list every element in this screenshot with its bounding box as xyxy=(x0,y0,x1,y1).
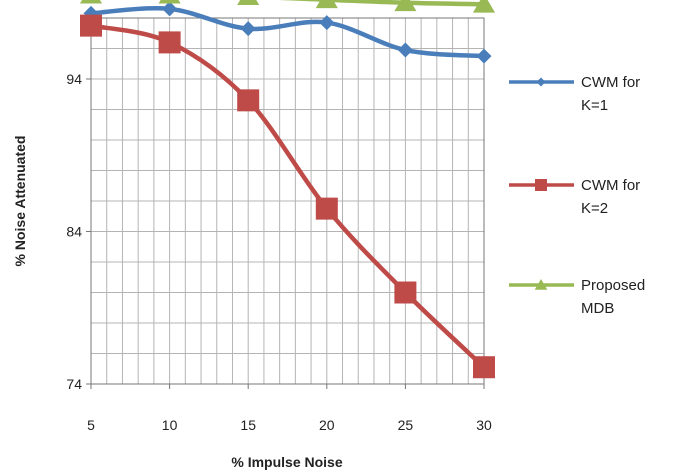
data-point xyxy=(319,15,335,31)
legend-swatch-marker xyxy=(535,179,547,191)
data-point xyxy=(237,0,260,6)
series-group xyxy=(79,0,496,379)
legend-swatch-marker xyxy=(534,279,548,290)
data-point xyxy=(240,21,256,37)
y-tick-label: 84 xyxy=(66,224,82,240)
x-tick-label: 5 xyxy=(87,417,95,433)
y-tick-label: 94 xyxy=(66,71,82,87)
legend-label: Proposed MDB xyxy=(581,277,645,317)
data-point xyxy=(237,89,260,112)
data-point xyxy=(473,356,495,379)
grid xyxy=(91,18,484,384)
x-tick-label: 30 xyxy=(476,417,492,433)
legend-swatch-marker xyxy=(536,77,546,87)
legend: CWM for K=1 CWM for K=2 Proposed MDB xyxy=(509,74,645,317)
x-tick-label: 15 xyxy=(240,417,256,433)
legend-label: CWM for K=2 xyxy=(581,177,640,217)
y-tick-label: 74 xyxy=(66,376,82,392)
x-tick-label: 20 xyxy=(319,417,335,433)
series-3 xyxy=(79,0,496,13)
data-point xyxy=(315,0,338,9)
data-point xyxy=(315,197,338,220)
legend-item: Proposed MDB xyxy=(509,277,645,317)
series-line xyxy=(279,0,487,7)
legend-label-line: CWM for xyxy=(581,74,640,91)
data-point xyxy=(394,0,417,12)
x-axis-ticks: 5 10 15 20 25 30 xyxy=(87,384,492,433)
legend-item: CWM for K=2 xyxy=(509,177,640,217)
data-point xyxy=(397,42,413,58)
data-point xyxy=(476,48,492,64)
x-axis-title: % Impulse Noise xyxy=(231,454,342,470)
data-point xyxy=(80,14,102,37)
legend-label: CWM for K=1 xyxy=(581,74,640,114)
data-point xyxy=(394,281,417,304)
legend-label-line: Proposed xyxy=(581,277,645,294)
legend-label-line: K=2 xyxy=(581,200,608,217)
data-point xyxy=(79,0,103,4)
plot-area-border xyxy=(90,17,485,385)
legend-label-line: CWM for xyxy=(581,177,640,194)
legend-label-line: MDB xyxy=(581,300,614,317)
data-point xyxy=(472,0,496,13)
data-point xyxy=(158,31,181,54)
data-point xyxy=(162,1,178,17)
series-line xyxy=(88,23,487,370)
series-2 xyxy=(80,14,495,379)
data-point xyxy=(158,0,181,4)
legend-item: CWM for K=1 xyxy=(509,74,640,114)
y-axis-title: % Noise Attenuated xyxy=(12,136,28,267)
x-tick-label: 10 xyxy=(162,417,178,433)
legend-label-line: K=1 xyxy=(581,97,608,114)
x-tick-label: 25 xyxy=(398,417,414,433)
y-axis-ticks: 74 84 94 xyxy=(66,71,91,392)
